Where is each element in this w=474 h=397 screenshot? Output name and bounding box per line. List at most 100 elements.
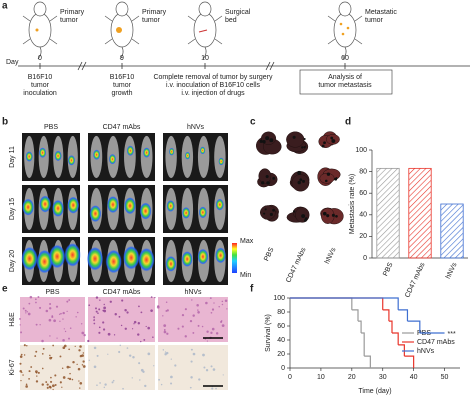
cell [36, 375, 38, 377]
stain-label: Ki-67 [9, 359, 16, 375]
cell [20, 380, 22, 382]
lung-nodule [301, 214, 306, 219]
lung-lobe [286, 131, 305, 148]
y-tick-label: 0 [363, 255, 367, 262]
step-description: inoculation [23, 90, 57, 97]
cell [48, 318, 52, 322]
cell [147, 352, 151, 356]
cell [96, 384, 98, 386]
cell [103, 303, 105, 306]
lung-nodule [324, 179, 328, 183]
cell [170, 358, 172, 360]
signal [105, 249, 122, 274]
cell [22, 307, 25, 310]
legend-label: CD47 mAbs [417, 339, 455, 346]
cell [181, 325, 184, 328]
lung-nodule [272, 208, 276, 212]
cell [80, 323, 83, 325]
cell [93, 319, 95, 322]
survival-step [290, 297, 353, 310]
cell [139, 379, 141, 381]
group-header: CD47 mAbs [103, 124, 141, 131]
cell [102, 328, 106, 331]
cell [54, 374, 57, 377]
cell [222, 374, 224, 376]
cell [107, 332, 111, 336]
cell [58, 313, 61, 315]
lung-nodule [264, 208, 267, 211]
histology-image [158, 297, 228, 342]
mouse-label: tumor [365, 17, 384, 24]
cell [64, 330, 67, 333]
cell [181, 314, 185, 317]
cell [78, 349, 81, 352]
analysis-bracket [299, 69, 393, 95]
cell [213, 302, 215, 304]
legend-label: hNVs [417, 348, 435, 355]
mouse-leg [187, 15, 196, 22]
lung-nodule [292, 135, 296, 139]
cell [184, 335, 187, 338]
panel-label: e [2, 284, 8, 295]
y-tick-label: 80 [277, 309, 285, 316]
signal [89, 205, 102, 223]
cell [49, 335, 51, 337]
mouse-leg [49, 38, 58, 45]
cell [109, 300, 112, 303]
day-row-label: Day 11 [9, 146, 16, 168]
cell [45, 309, 49, 313]
cell [49, 303, 52, 306]
cell [41, 352, 44, 355]
cell [66, 365, 70, 369]
scale-max: Max [240, 238, 254, 245]
step-description: B16F10 [28, 74, 53, 81]
group-header: hNVs [184, 289, 202, 296]
cell [177, 327, 180, 330]
cell [132, 356, 135, 359]
color-scale [232, 243, 237, 273]
cell [152, 336, 154, 338]
cell [209, 297, 212, 299]
survival-step [392, 332, 399, 345]
cell [206, 330, 209, 333]
cell [114, 313, 117, 316]
cell [164, 351, 167, 353]
cell [27, 312, 31, 316]
survival-step [358, 320, 362, 333]
cell [124, 327, 127, 330]
cell [74, 345, 76, 348]
cell [98, 326, 101, 329]
lung-nodule [330, 136, 334, 140]
cell [68, 299, 71, 301]
axis-break [265, 61, 271, 71]
survival-step [382, 309, 390, 322]
cell [131, 328, 134, 330]
cell [189, 319, 193, 323]
lung-nodule [261, 181, 265, 185]
cell [82, 365, 86, 368]
cell [68, 348, 71, 351]
cell [205, 369, 209, 372]
cell [20, 353, 23, 356]
signal [139, 202, 152, 220]
cell [126, 311, 129, 314]
mouse-leg [354, 38, 363, 45]
mouse-label: tumor [142, 17, 161, 24]
mouse-image [124, 135, 136, 179]
cell [170, 375, 173, 379]
cell [19, 317, 21, 320]
cell [20, 331, 23, 334]
cell [137, 322, 141, 325]
cell [25, 385, 28, 388]
y-tick-label: 80 [359, 168, 367, 175]
y-tick-label: 0 [281, 365, 285, 372]
cell [202, 353, 205, 357]
cell [50, 380, 53, 383]
cell [224, 299, 228, 302]
cell [34, 298, 37, 301]
mouse-leg [104, 38, 113, 45]
cell [49, 354, 51, 357]
cell [62, 318, 64, 320]
cell [93, 322, 96, 325]
